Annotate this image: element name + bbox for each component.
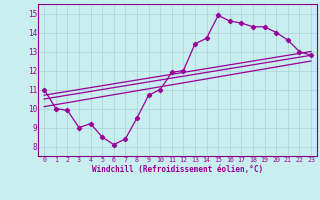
X-axis label: Windchill (Refroidissement éolien,°C): Windchill (Refroidissement éolien,°C) bbox=[92, 165, 263, 174]
